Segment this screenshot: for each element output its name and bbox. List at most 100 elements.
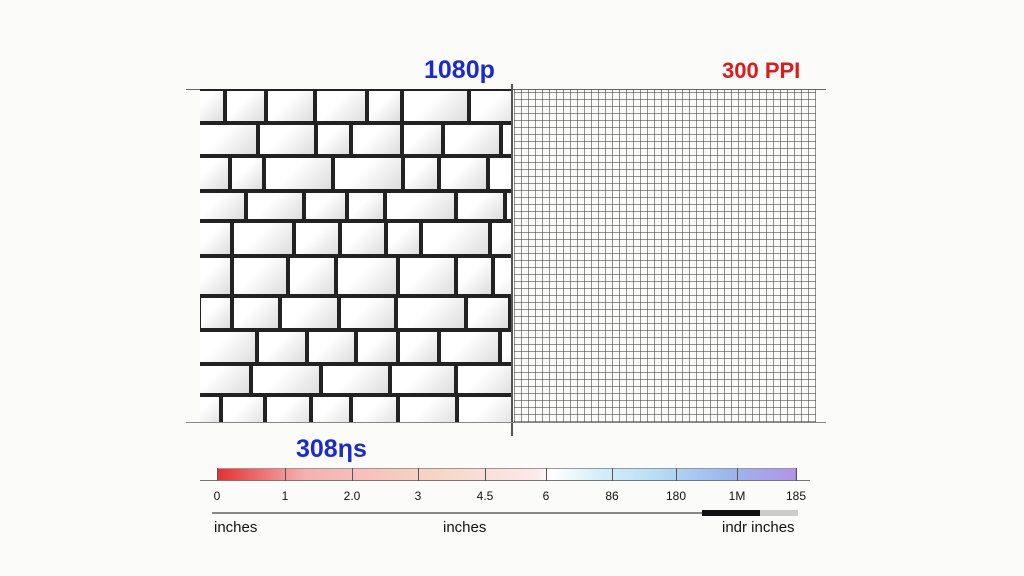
brick: [333, 156, 403, 191]
brick: [398, 256, 456, 296]
bottom-rule: [186, 422, 826, 423]
brick: [304, 191, 347, 221]
brick: [200, 156, 230, 191]
scale-tick-label: 180: [665, 489, 687, 503]
brick: [456, 191, 505, 221]
brick: [439, 156, 488, 191]
scale-tick: [352, 468, 353, 481]
brick: [469, 89, 511, 123]
scale-label: 308ηs: [296, 435, 367, 463]
fine-grid-panel: [514, 89, 816, 422]
brick: [315, 89, 367, 123]
brick: [311, 395, 351, 422]
brick: [232, 296, 280, 330]
brick: [505, 191, 511, 221]
scale-tick-label: 6: [542, 489, 550, 503]
brick: [396, 296, 466, 330]
brick: [488, 156, 511, 191]
brick: [200, 296, 232, 330]
scale-tick-label: 1M: [728, 489, 746, 503]
scale-tick: [612, 468, 613, 481]
brick: [225, 89, 266, 123]
brick: [339, 296, 396, 330]
scale-tick: [737, 468, 738, 481]
scale-tick-label: 1: [281, 489, 289, 503]
scale-tick: [217, 468, 218, 481]
unit-label: indr inches: [722, 519, 795, 536]
brick: [257, 330, 307, 364]
brick: [221, 395, 265, 422]
brick: [439, 330, 500, 364]
brick: [232, 221, 294, 256]
scale-tick-label: 4.5: [476, 489, 494, 503]
scale-tick: [676, 468, 677, 481]
title-300ppi: 300 PPI: [722, 58, 801, 83]
ruler-dark-segment: [702, 510, 760, 516]
scale-tick: [285, 468, 286, 481]
brick: [336, 256, 398, 296]
brick: [403, 156, 439, 191]
scale-tick: [485, 468, 486, 481]
brick: [457, 395, 511, 422]
brick: [351, 123, 402, 156]
brick: [398, 395, 457, 422]
brick: [356, 330, 398, 364]
brick: [321, 364, 390, 395]
brick: [402, 89, 469, 123]
brick: [246, 191, 304, 221]
unit-label: inches: [214, 519, 258, 536]
brick: [398, 330, 439, 364]
brick: [200, 221, 232, 256]
brick: [316, 123, 351, 156]
brick: [288, 256, 336, 296]
brick: [500, 330, 511, 364]
scale-tick-label: 2.0: [343, 489, 361, 503]
brick: [385, 191, 456, 221]
brick: [402, 123, 443, 156]
ruler-gray-segment: [760, 510, 798, 516]
brick: [265, 395, 311, 422]
brick: [456, 256, 493, 296]
brick: [200, 191, 246, 221]
brick: [280, 296, 339, 330]
unit-label: inches: [443, 519, 487, 536]
brick: [490, 221, 511, 256]
scale-axis: [200, 480, 810, 481]
brick: [493, 256, 511, 296]
brick: [466, 296, 510, 330]
brick: [390, 364, 456, 395]
brick: [200, 395, 221, 422]
brick: [230, 156, 264, 191]
brick: [501, 123, 511, 156]
brick: [200, 330, 257, 364]
brick: [266, 89, 315, 123]
inches-ruler: [212, 512, 702, 514]
brick: [347, 191, 385, 221]
scale-tick: [796, 468, 797, 481]
scale-tick-label: 86: [605, 489, 619, 503]
title-1080p: 1080p: [424, 56, 495, 84]
scale-tick: [546, 468, 547, 481]
scale-tick-label: 185: [785, 489, 807, 503]
brick: [251, 364, 321, 395]
brick: [200, 123, 258, 156]
scale-tick-label: 3: [414, 489, 422, 503]
brick: [510, 296, 511, 330]
brick: [294, 221, 340, 256]
brick: [340, 221, 386, 256]
brick: [456, 364, 511, 395]
brick: [258, 123, 316, 156]
brick: [386, 221, 421, 256]
scale-tick-label: 0: [213, 489, 221, 503]
brick: [421, 221, 490, 256]
brick: [443, 123, 501, 156]
brick: [307, 330, 356, 364]
brick: [200, 364, 251, 395]
brick: [264, 156, 333, 191]
brick: [351, 395, 398, 422]
brick: [367, 89, 402, 123]
scale-tick: [418, 468, 419, 481]
brick: [200, 256, 232, 296]
brick-sketch-panel: [200, 89, 511, 422]
divider: [511, 84, 513, 436]
